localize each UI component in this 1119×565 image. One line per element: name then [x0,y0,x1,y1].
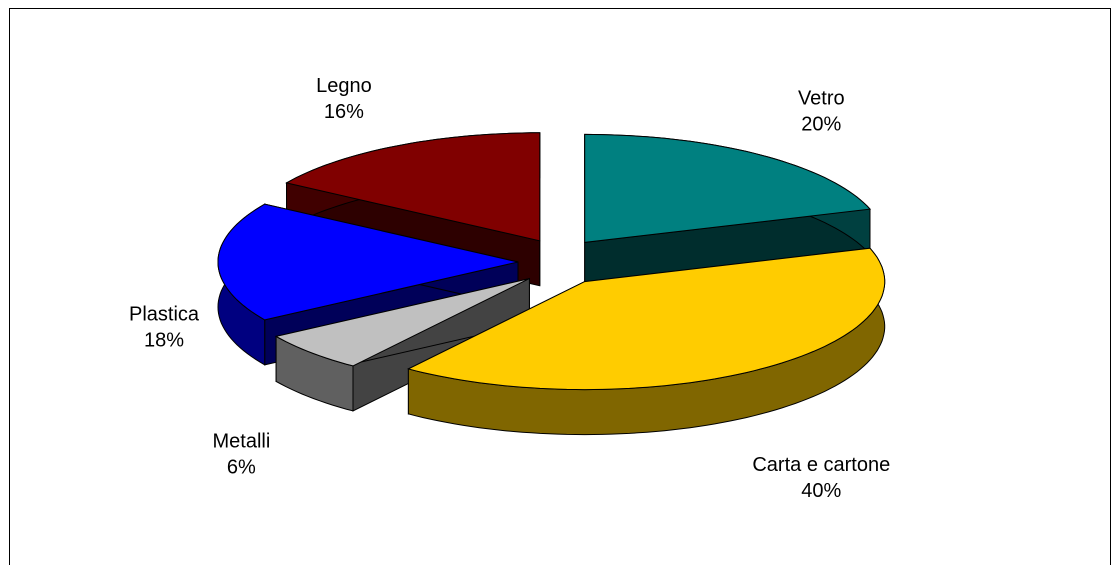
slice [217,203,519,321]
chart-border [9,8,1111,565]
slice [406,247,886,391]
slice-label: Metalli [212,431,270,453]
slice-value-label: 40% [801,480,841,502]
slice [285,132,541,242]
slice-label: Carta e cartone [752,454,890,476]
slice-value-label: 20% [801,114,841,136]
slice-label: Vetro [798,88,845,110]
slice-value-label: 6% [227,457,256,479]
slice [274,278,530,367]
slice-value-label: 16% [324,101,364,123]
slice-label: Plastica [129,303,200,325]
slice [584,133,872,243]
slice-value-label: 18% [144,329,184,351]
slice-label: Legno [316,75,372,97]
